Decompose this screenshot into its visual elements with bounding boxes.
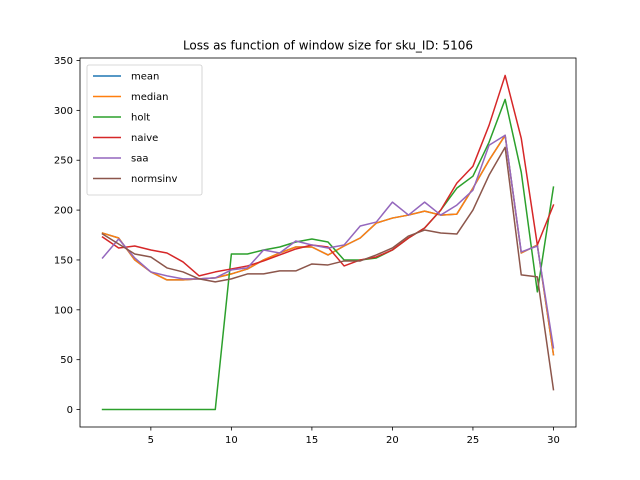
legend-label-normsinv: normsinv [131,174,177,185]
legend-label-saa: saa [131,154,148,165]
x-tick-label: 30 [547,435,560,446]
plot-area [79,57,577,428]
y-tick-label: 100 [54,305,73,316]
legend-label-mean: mean [131,72,159,83]
x-tick-label: 5 [148,435,154,446]
plot-frame [79,57,577,428]
y-tick-label: 50 [60,355,73,366]
legend-label-naive: naive [131,133,158,144]
series-line-normsinv [101,146,555,391]
x-axis: 5 10 15 20 25 30 [148,427,560,446]
y-tick-label: 0 [67,405,73,416]
y-tick-label: 250 [54,156,73,167]
legend-box [86,64,203,196]
y-axis: 0 50 100 150 200 250 300 350 [54,56,80,416]
y-tick-label: 200 [54,206,73,217]
legend: mean median holt naive saa normsinv [86,64,203,196]
x-tick-label: 25 [467,435,480,446]
series-line-saa [101,134,555,349]
series-line-naive [101,74,555,277]
x-tick-label: 15 [306,435,319,446]
legend-label-median: median [131,92,169,103]
x-tick-label: 20 [386,435,399,446]
legend-label-holt: holt [131,113,150,124]
y-tick-label: 150 [54,255,73,266]
chart-title: Loss as function of window size for sku_… [183,39,473,53]
series-line-median [101,134,555,356]
series-line-holt [101,98,555,411]
y-tick-label: 350 [54,56,73,67]
y-tick-label: 300 [54,106,73,117]
x-tick-label: 10 [225,435,238,446]
